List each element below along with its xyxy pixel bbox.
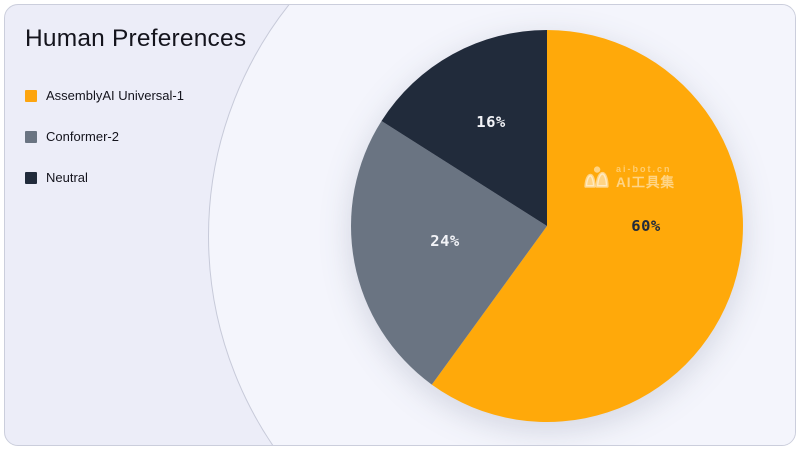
pie-slice-conformer-2 (350, 120, 547, 385)
chart-card: Human Preferences AssemblyAI Universal-1… (4, 4, 796, 446)
legend-swatch-navy (25, 171, 37, 184)
legend-label: Conformer-2 (46, 129, 119, 144)
legend-item-conformer-2: Conformer-2 (25, 129, 184, 144)
legend: AssemblyAI Universal-1 Conformer-2 Neutr… (25, 88, 184, 185)
legend-label: Neutral (46, 170, 88, 185)
slice-label-1: 24% (430, 232, 460, 250)
pie-slices (350, 30, 743, 423)
legend-swatch-gray (25, 130, 37, 143)
legend-item-neutral: Neutral (25, 170, 184, 185)
legend-item-universal-1: AssemblyAI Universal-1 (25, 88, 184, 103)
pie-slice-assemblyai-universal-1 (431, 30, 743, 423)
slice-label-2: 16% (476, 113, 506, 131)
legend-swatch-orange (25, 89, 37, 102)
pie-slice-neutral (381, 30, 547, 226)
page-title: Human Preferences (25, 25, 247, 52)
pie-chart: 60% 24% 16% (350, 30, 743, 423)
pie-labels: 60% 24% 16% (430, 113, 661, 250)
slice-label-0: 60% (631, 217, 661, 235)
legend-label: AssemblyAI Universal-1 (46, 88, 184, 103)
